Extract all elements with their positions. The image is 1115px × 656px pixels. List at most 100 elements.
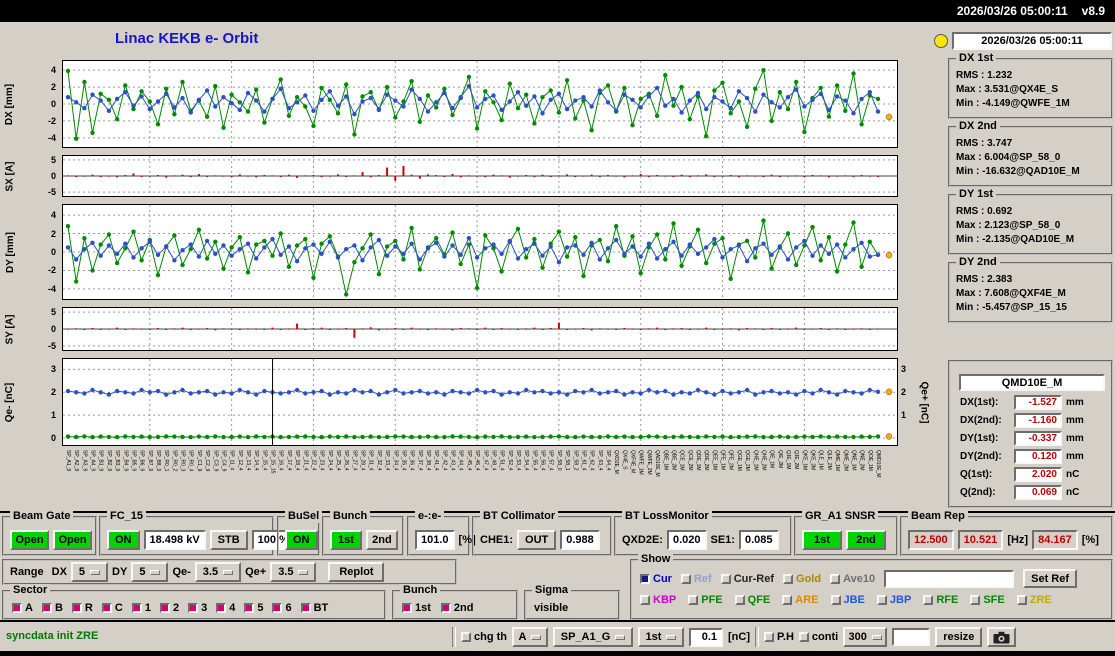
show-checkbox-are[interactable]: ARE	[782, 594, 819, 606]
beam-gate-open-1-button[interactable]: Open	[10, 529, 49, 550]
bpm-label: SP_31_4	[367, 450, 374, 471]
sector-checkbox-2[interactable]: 2	[159, 601, 180, 614]
ph-checkbox[interactable]: P.H	[764, 631, 794, 643]
sector-checkbox-bt[interactable]: BT	[300, 602, 328, 614]
bpm-label: SP_C3_9	[212, 450, 219, 472]
sector-checkbox-r[interactable]: R	[71, 602, 93, 614]
stat-min: Min : -4.149@QWFE_1M	[956, 98, 1070, 109]
range-qep-select[interactable]: 3.5	[270, 562, 317, 582]
dx-plot[interactable]	[62, 60, 898, 148]
bpm-label: QXD2E_M	[613, 450, 620, 474]
bunch-checkbox-1st[interactable]: 1st	[402, 602, 431, 614]
bunch-select[interactable]: 1st	[638, 627, 684, 647]
ref-file-input[interactable]	[884, 569, 1015, 588]
che1-out-button[interactable]: OUT	[517, 529, 557, 550]
show-checkbox-gold[interactable]: Gold	[783, 573, 821, 585]
fc15-stb-button[interactable]: STB	[209, 529, 248, 550]
sigma-visible-toggle[interactable]: visible	[534, 601, 569, 614]
group-title: BuSel	[285, 510, 323, 523]
show-checkbox-qfe[interactable]: QFE	[734, 594, 770, 606]
show-checkbox-ave10[interactable]: Ave10	[830, 573, 875, 585]
monitor-value: 0.120	[1014, 449, 1062, 464]
bpm-label: QHE_1M	[752, 450, 759, 471]
set-ref-button[interactable]: Set Ref	[1023, 569, 1078, 588]
sector-checkbox-3[interactable]: 3	[188, 602, 207, 614]
aux-input[interactable]	[892, 628, 931, 646]
bunch-select-group: Bunch 1st 2nd	[322, 510, 404, 556]
bpm-label: SP_13_4	[245, 450, 251, 471]
sector-select[interactable]: A	[512, 627, 548, 647]
device-select[interactable]: SP_A1_G	[553, 627, 633, 647]
dy-plot[interactable]	[62, 204, 898, 300]
show-checkbox-jbe[interactable]: JBE	[830, 594, 865, 606]
sector-checkbox-4[interactable]: 4	[216, 602, 235, 614]
bpm-label: SP_64_4	[605, 450, 611, 471]
conti-checkbox[interactable]: conti	[798, 631, 839, 643]
bottom-edge	[0, 651, 1115, 656]
sy-plot[interactable]	[62, 307, 898, 351]
range-dy-select[interactable]: 5	[131, 562, 169, 582]
show-checkbox-cur[interactable]: Cur	[640, 573, 672, 585]
fc15-on-button[interactable]: ON	[107, 529, 140, 550]
show-checkbox-rfe[interactable]: RFE	[923, 594, 958, 606]
range-dx-select[interactable]: 5	[70, 562, 109, 582]
replot-button[interactable]: Replot	[328, 562, 385, 582]
show-checkbox-zre[interactable]: ZRE	[1016, 594, 1052, 606]
bpm-label: SP_41_4	[433, 450, 440, 471]
sector-checkbox-1[interactable]: 1	[131, 602, 151, 614]
show-checkbox-cur-ref[interactable]: Cur-Ref	[720, 573, 774, 585]
bpm-label: SP_54_4	[523, 450, 530, 471]
snsr-2nd-button[interactable]: 2nd	[846, 529, 886, 550]
checkbox-label: JBE	[843, 594, 865, 606]
show-checkbox-jbp[interactable]: JBP	[876, 594, 911, 606]
sector-checkbox-b[interactable]: B	[41, 602, 63, 614]
show-checkbox-pfe[interactable]: PFE	[688, 594, 723, 606]
pct-label: [%]	[1081, 533, 1099, 546]
busel-on-button[interactable]: ON	[285, 529, 318, 550]
status-message: syncdata init ZRE	[6, 630, 99, 642]
y-tick: 0	[50, 99, 56, 109]
sx-plot[interactable]	[62, 155, 898, 197]
bunch-2nd-button[interactable]: 2nd	[365, 529, 398, 550]
sector-checkbox-5[interactable]: 5	[244, 602, 263, 614]
bpm-label: SP_57_4	[547, 450, 554, 471]
stats-title: DX 2nd	[956, 120, 1000, 133]
threshold-field[interactable]: 0.1	[689, 627, 723, 647]
interval-select[interactable]: 300	[843, 627, 888, 647]
y-tick: -5	[47, 187, 56, 198]
stats-title: DX 1st	[956, 52, 997, 65]
sector-checkbox-6[interactable]: 6	[272, 602, 292, 614]
bpm-label: SP_55_4	[531, 450, 538, 471]
checkbox-indicator	[688, 595, 699, 605]
bpm-label: QJE_1M	[785, 450, 791, 470]
fc15-percent-field: 100 %	[251, 529, 295, 550]
show-checkbox-ref[interactable]: Ref	[680, 573, 712, 585]
screenshot-button[interactable]	[987, 627, 1017, 647]
titlebar-version: v8.9	[1081, 4, 1105, 18]
sector-checkbox-a[interactable]: A	[12, 602, 33, 614]
bpm-label: SP_R0_1	[163, 450, 170, 472]
beam-gate-open-2-button[interactable]: Open	[53, 529, 92, 550]
resize-button[interactable]: resize	[935, 627, 983, 647]
show-checkbox-sfe[interactable]: SFE	[970, 594, 1005, 606]
bunch-checkbox-2nd[interactable]: 2nd	[440, 602, 473, 614]
q-plot[interactable]	[62, 358, 898, 446]
checkbox-label: 2	[172, 601, 180, 614]
chg-th-checkbox[interactable]: chg th	[461, 631, 507, 643]
checkbox-label: conti	[811, 631, 839, 643]
sector-checkbox-c[interactable]: C	[101, 602, 123, 614]
range-qem-select[interactable]: 3.5	[194, 562, 242, 582]
checkbox-label: ARE	[795, 594, 819, 606]
group-title: Sector	[10, 584, 51, 597]
show-checkbox-kbp[interactable]: KBP	[640, 594, 676, 606]
bunch-1st-button[interactable]: 1st	[330, 529, 362, 550]
monitor-label: Q(1st):	[960, 469, 993, 480]
hz-label: [Hz]	[1007, 533, 1029, 546]
monitor-row: Q(2nd): 0.069 nC	[960, 485, 1108, 500]
checkbox-indicator	[131, 602, 142, 613]
y-tick-right: 1	[901, 410, 907, 421]
snsr-1st-button[interactable]: 1st	[802, 529, 842, 550]
se1-label: SE1:	[710, 533, 735, 546]
status-bar: syncdata init ZRE chg th A SP_A1_G 1st 0…	[0, 620, 1115, 652]
